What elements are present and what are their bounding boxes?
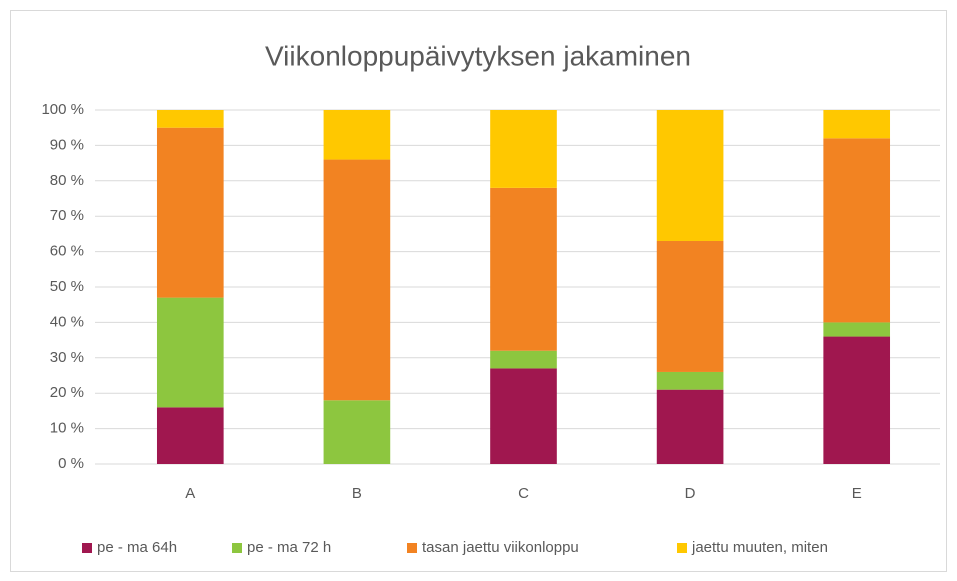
legend-label: pe - ma 64h: [97, 539, 177, 556]
legend-swatch: [407, 543, 417, 553]
bar-segment: [490, 350, 557, 369]
bar-segment: [656, 371, 724, 390]
y-tick-label: 50 %: [50, 278, 84, 295]
y-tick-label: 0 %: [58, 455, 84, 472]
bar-segment: [490, 187, 557, 351]
bar-segment: [323, 159, 391, 401]
bar-segment: [490, 110, 557, 188]
legend-label: pe - ma 72 h: [247, 539, 331, 556]
x-tick-label: C: [518, 485, 529, 502]
x-tick-label: B: [352, 485, 362, 502]
bar-segment: [823, 110, 891, 139]
y-tick-label: 20 %: [50, 384, 84, 401]
y-tick-label: 90 %: [50, 136, 84, 153]
legend-swatch: [677, 543, 687, 553]
x-tick-label: E: [852, 485, 862, 502]
bar-segment: [490, 368, 557, 464]
y-tick-label: 70 %: [50, 207, 84, 224]
bar-segment: [656, 389, 724, 464]
x-tick-label: A: [185, 485, 195, 502]
bar-segment: [156, 110, 224, 128]
y-tick-label: 10 %: [50, 420, 84, 437]
y-tick-label: 30 %: [50, 349, 84, 366]
bar-segment: [823, 138, 891, 323]
x-tick-label: D: [685, 485, 696, 502]
bar-segment: [156, 407, 224, 464]
bar-segment: [823, 336, 891, 464]
bar-segment: [323, 110, 391, 160]
legend-label: jaettu muuten, miten: [691, 539, 828, 556]
legend-label: tasan jaettu viikonloppu: [422, 539, 579, 556]
y-tick-label: 40 %: [50, 313, 84, 330]
bar-segment: [323, 400, 391, 464]
chart-title: Viikonloppupäivytyksen jakaminen: [265, 40, 691, 71]
legend-swatch: [232, 543, 242, 553]
legend-swatch: [82, 543, 92, 553]
bar-segment: [656, 110, 724, 241]
chart-frame: [10, 10, 947, 572]
bar-segment: [656, 240, 724, 372]
y-tick-label: 100 %: [41, 101, 84, 118]
bar-segment: [823, 322, 891, 337]
bar-segment: [156, 127, 224, 298]
bar-segment: [156, 297, 224, 408]
y-tick-label: 60 %: [50, 243, 84, 260]
y-tick-label: 80 %: [50, 172, 84, 189]
